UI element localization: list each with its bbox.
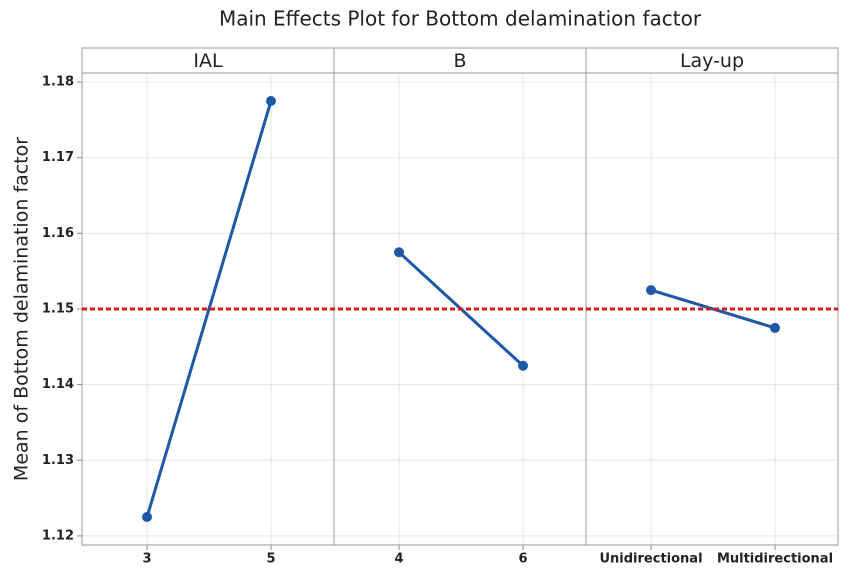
strip-label: IAL (193, 50, 223, 72)
strip (585, 47, 839, 74)
y-tick-label: 1.16 (42, 226, 74, 241)
x-tick-label: Unidirectional (599, 552, 702, 567)
effect-line (145, 100, 273, 518)
y-axis-label: Mean of Bottom delamination factor (11, 137, 33, 481)
effect-line (650, 288, 776, 330)
point (770, 322, 780, 333)
point (646, 285, 657, 296)
point (518, 360, 528, 371)
chart-title: Main Effects Plot for Bottom delaminatio… (219, 7, 702, 31)
point (266, 95, 276, 106)
strip-label: Lay-up (680, 50, 744, 72)
x-tick-label: 3 (142, 552, 151, 567)
point (394, 247, 405, 258)
x-tick-label: Multidirectional (717, 552, 833, 567)
y-tick-label: 1.14 (42, 377, 74, 392)
y-tick-label: 1.18 (42, 75, 74, 90)
y-tick-label: 1.13 (42, 453, 74, 468)
y-tick-label: 1.15 (42, 302, 74, 317)
y-tick-label: 1.17 (42, 150, 74, 165)
y-tick-label: 1.12 (42, 528, 74, 543)
point (142, 512, 153, 523)
x-tick-label: 5 (266, 552, 275, 567)
x-tick-label: 4 (394, 552, 403, 567)
strip (333, 47, 587, 74)
x-tick-label: 6 (518, 552, 527, 567)
strip-label: B (453, 50, 466, 72)
